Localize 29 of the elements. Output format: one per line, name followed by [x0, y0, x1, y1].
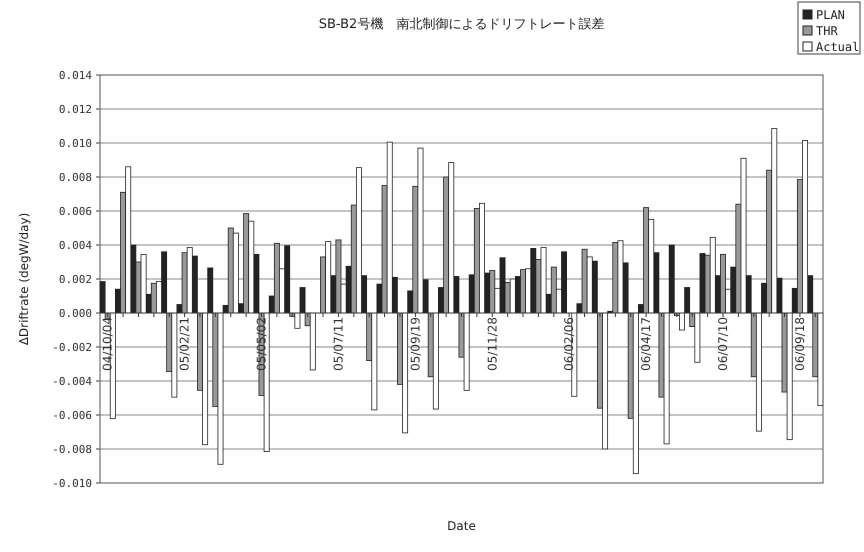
x-tick-label: 05/05/02 [254, 317, 269, 371]
x-tick-label: 06/02/06 [562, 317, 576, 371]
x-tick-label: 05/09/19 [408, 317, 422, 371]
x-tick-label: 05/11/28 [485, 317, 500, 371]
y-tick-label: -0.010 [52, 477, 92, 490]
x-axis-title: Date [447, 519, 476, 533]
legend-label: PLAN [816, 8, 845, 22]
x-tick-label: 04/10/04 [100, 317, 115, 371]
y-tick-label: 0.000 [58, 307, 92, 320]
y-tick-label: 0.010 [58, 137, 92, 150]
y-tick-label: 0.008 [58, 171, 92, 184]
y-tick-label: -0.002 [52, 341, 92, 354]
x-tick-label: 06/04/17 [639, 317, 654, 371]
y-tick-label: 0.012 [58, 103, 92, 116]
y-axis-title: ΔDriftrate (degW/day) [17, 212, 31, 346]
x-tick-label: 05/07/11 [331, 317, 346, 371]
y-tick-label: -0.008 [52, 443, 92, 456]
y-tick-label: 0.002 [58, 273, 92, 286]
y-tick-label: 0.004 [58, 239, 92, 252]
x-tick-label: 05/02/21 [178, 317, 192, 371]
y-tick-label: 0.014 [58, 69, 92, 82]
x-tick-label: 06/07/10 [716, 317, 730, 371]
legend-label: Actual [816, 40, 860, 54]
legend-label: THR [816, 24, 838, 38]
chart-title: SB-B2号機 南北制御によるドリフトレート誤差 [318, 17, 604, 32]
y-tick-label: -0.006 [52, 409, 92, 422]
y-tick-label: -0.004 [52, 375, 92, 388]
x-tick-label: 06/09/18 [792, 317, 807, 371]
y-tick-label: 0.006 [58, 205, 92, 218]
